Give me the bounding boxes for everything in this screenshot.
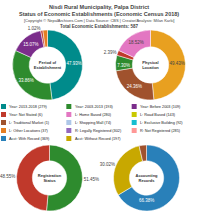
svg-text:15.07%: 15.07% xyxy=(23,42,38,47)
svg-text:AccountingRecords: AccountingRecords xyxy=(136,173,159,183)
svg-text:48.55%: 48.55% xyxy=(0,174,15,179)
svg-text:Year: Before 2003 (109): Year: Before 2003 (109) xyxy=(140,105,181,109)
svg-text:51.45%: 51.45% xyxy=(84,177,99,182)
svg-text:18.52%: 18.52% xyxy=(128,40,143,45)
svg-text:66.38%: 66.38% xyxy=(139,198,154,203)
svg-text:2.39%: 2.39% xyxy=(104,50,117,55)
svg-text:Total Economic Establishments:: Total Economic Establishments: 587 xyxy=(60,24,138,29)
svg-text:30.02%: 30.02% xyxy=(100,162,115,167)
svg-text:49.43%: 49.43% xyxy=(169,61,184,66)
svg-text:1.02%: 1.02% xyxy=(28,26,41,31)
svg-text:Year: 2013-2018 (279): Year: 2013-2018 (279) xyxy=(9,105,48,109)
svg-text:L: Exclusive Building (92): L: Exclusive Building (92) xyxy=(140,121,183,125)
svg-text:Status of Economic Establishme: Status of Economic Establishments (Econo… xyxy=(19,11,179,17)
svg-text:Acct: With Record (369): Acct: With Record (369) xyxy=(9,137,50,141)
svg-text:24.36%: 24.36% xyxy=(127,84,142,89)
svg-text:L: Shopping Mall (74): L: Shopping Mall (74) xyxy=(75,121,112,125)
svg-text:L: Home Based (280): L: Home Based (280) xyxy=(75,113,112,117)
svg-text:Year: 2003-2013 (193): Year: 2003-2013 (193) xyxy=(75,105,114,109)
svg-text:L: Traditional Market (1): L: Traditional Market (1) xyxy=(9,121,50,125)
svg-text:47.93%: 47.93% xyxy=(66,61,81,66)
svg-text:R: Not Registered (285): R: Not Registered (285) xyxy=(140,129,181,133)
svg-text:R: Legally Registered (302): R: Legally Registered (302) xyxy=(75,129,122,133)
svg-text:Nisdi Rural Municipality, Palp: Nisdi Rural Municipality, Palpa District xyxy=(49,4,149,10)
svg-text:PhysicalLocation: PhysicalLocation xyxy=(142,60,159,70)
svg-text:33.86%: 33.86% xyxy=(19,78,34,83)
svg-text:Acct: Without Record (197): Acct: Without Record (197) xyxy=(75,137,121,141)
svg-text:Period ofEstablishment: Period ofEstablishment xyxy=(34,60,62,70)
svg-text:[Copyright © NepalArchives.Com: [Copyright © NepalArchives.Com | Data So… xyxy=(24,18,174,23)
svg-text:7.30%: 7.30% xyxy=(117,63,130,68)
svg-text:L: Road Based (143): L: Road Based (143) xyxy=(140,113,176,117)
svg-text:RegistrationStatus: RegistrationStatus xyxy=(38,173,62,183)
svg-text:L: Other Locations (37): L: Other Locations (37) xyxy=(9,129,49,133)
svg-text:Year: Not Stated (6): Year: Not Stated (6) xyxy=(9,113,43,117)
